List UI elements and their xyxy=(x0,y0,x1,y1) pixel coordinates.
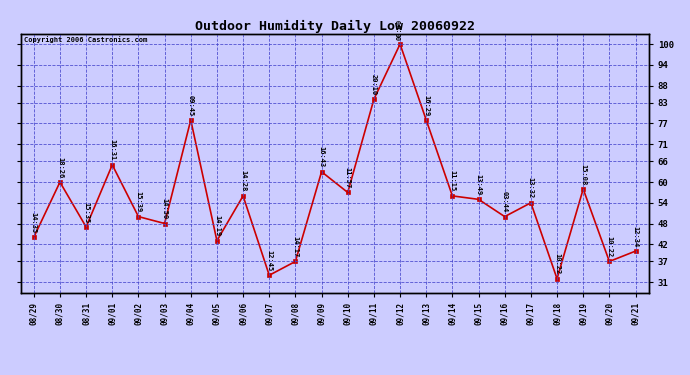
Text: 13:49: 13:49 xyxy=(475,174,482,195)
Text: 16:31: 16:31 xyxy=(109,140,115,160)
Title: Outdoor Humidity Daily Low 20060922: Outdoor Humidity Daily Low 20060922 xyxy=(195,20,475,33)
Text: 18:26: 18:26 xyxy=(57,157,63,178)
Text: Copyright 2006 Castronics.com: Copyright 2006 Castronics.com xyxy=(24,36,147,43)
Text: 14:28: 14:28 xyxy=(240,171,246,192)
Text: 09:45: 09:45 xyxy=(188,94,194,116)
Text: 15:35: 15:35 xyxy=(83,201,89,223)
Text: 12:34: 12:34 xyxy=(633,226,638,247)
Text: 12:45: 12:45 xyxy=(266,250,273,271)
Text: 13:32: 13:32 xyxy=(528,177,534,199)
Text: 11:57: 11:57 xyxy=(345,167,351,188)
Text: 10:22: 10:22 xyxy=(554,253,560,274)
Text: 15:08: 15:08 xyxy=(580,164,586,185)
Text: 15:39: 15:39 xyxy=(135,191,141,212)
Text: 10:22: 10:22 xyxy=(607,236,612,257)
Text: 03:44: 03:44 xyxy=(502,191,508,212)
Text: 16:29: 16:29 xyxy=(423,94,429,116)
Text: 14:50: 14:50 xyxy=(161,198,168,219)
Text: 16:43: 16:43 xyxy=(319,146,324,168)
Text: 00:00: 00:00 xyxy=(397,19,403,40)
Text: 20:10: 20:10 xyxy=(371,74,377,95)
Text: 11:15: 11:15 xyxy=(449,171,455,192)
Text: 14:17: 14:17 xyxy=(293,236,298,257)
Text: 14:19: 14:19 xyxy=(214,215,220,237)
Text: 14:35: 14:35 xyxy=(31,212,37,233)
